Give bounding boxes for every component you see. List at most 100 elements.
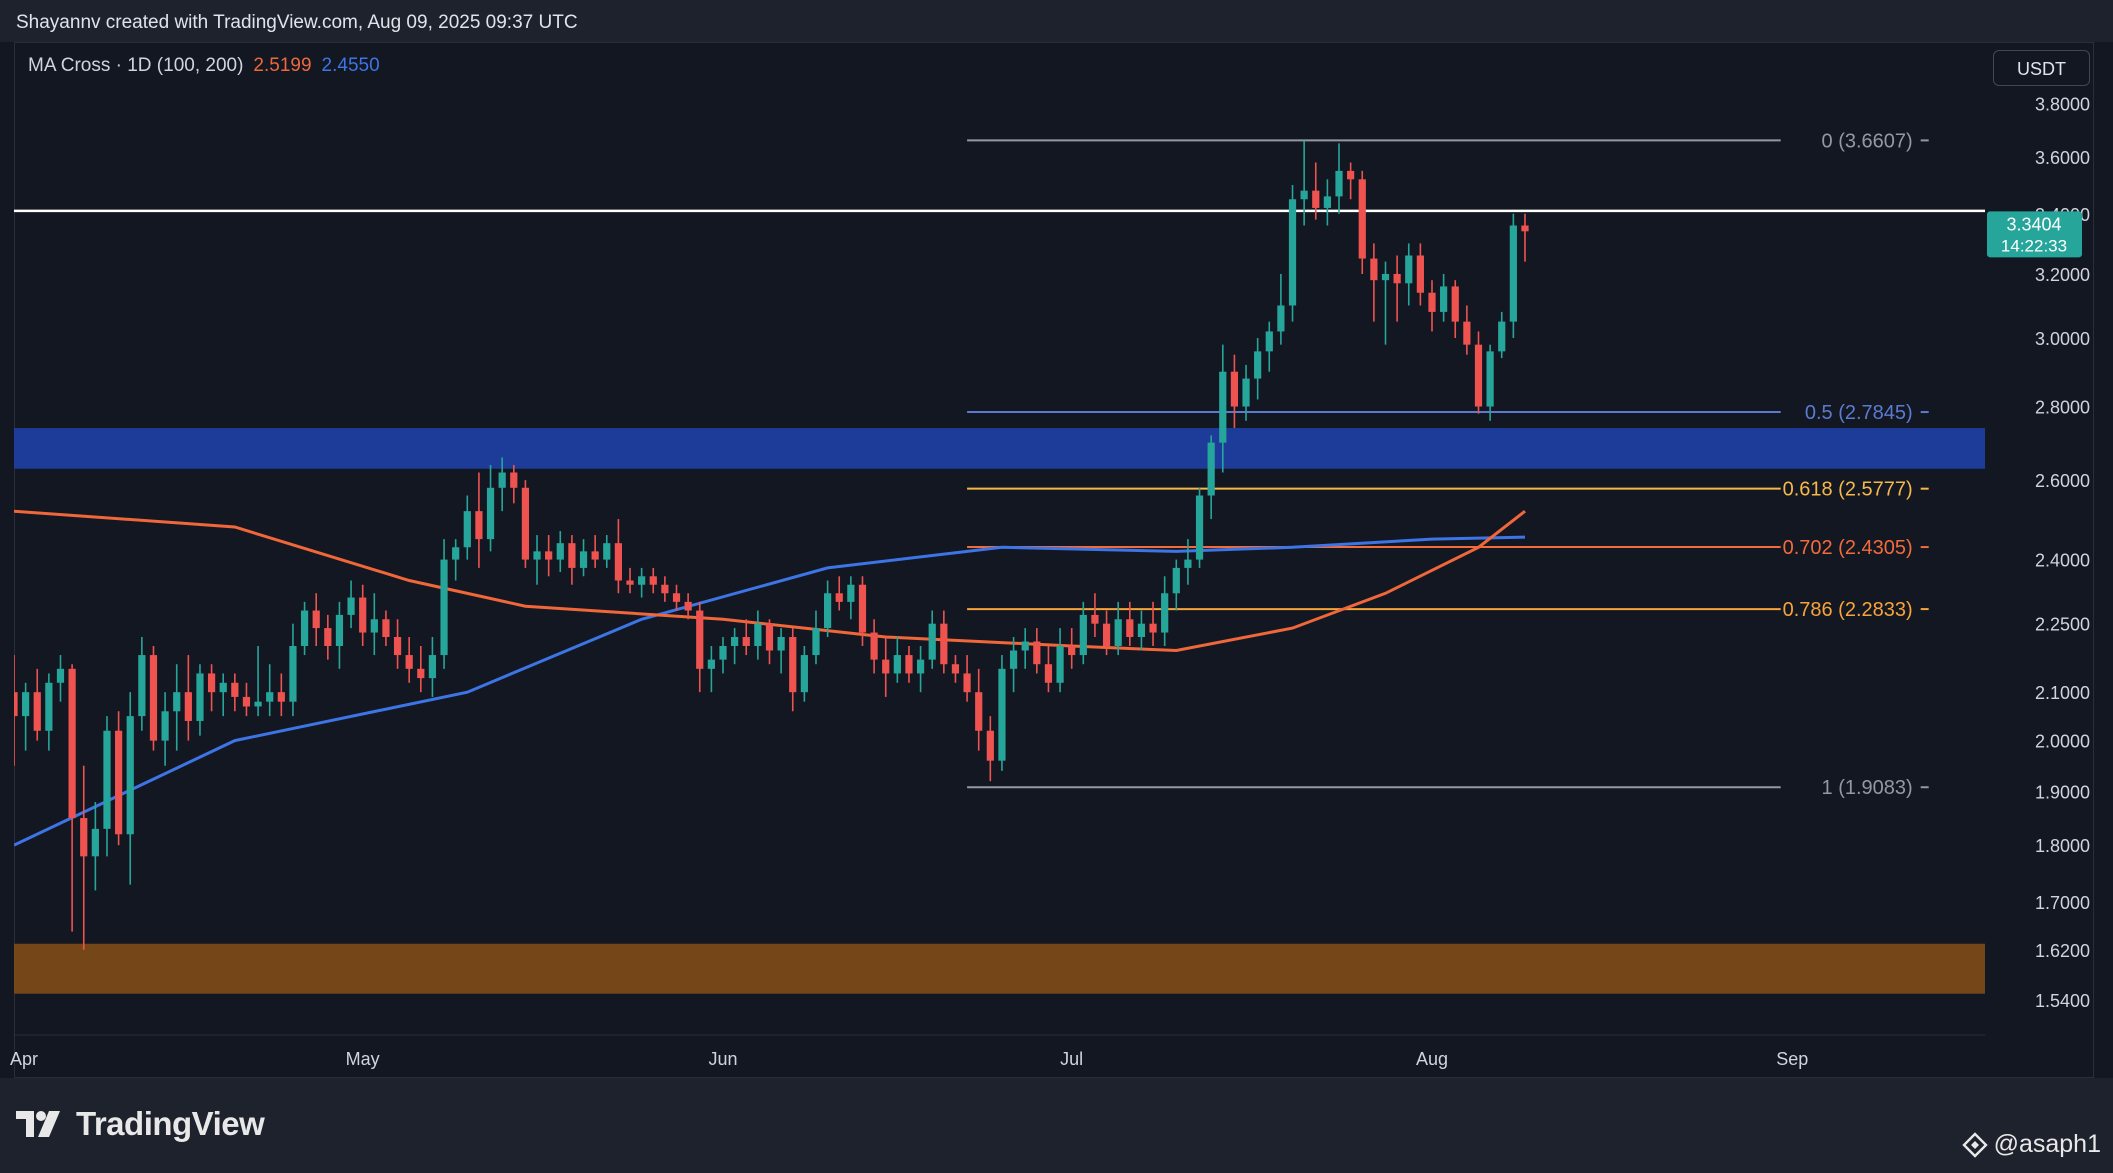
candle-body[interactable] (742, 637, 750, 646)
candle-body[interactable] (1347, 170, 1355, 180)
candle-body[interactable] (824, 593, 832, 629)
candle-body[interactable] (533, 551, 541, 560)
candle-body[interactable] (1114, 619, 1122, 646)
candle-body[interactable] (649, 576, 657, 585)
candle-body[interactable] (1161, 593, 1169, 633)
candle-body[interactable] (1184, 559, 1192, 568)
candle-body[interactable] (347, 597, 355, 615)
candle-body[interactable] (1207, 442, 1215, 496)
candle-body[interactable] (1079, 614, 1087, 656)
candle-body[interactable] (231, 682, 239, 697)
candle-body[interactable] (1195, 495, 1204, 560)
candle-body[interactable] (963, 673, 971, 693)
candle-body[interactable] (1102, 623, 1111, 646)
candle-body[interactable] (568, 543, 576, 568)
candle-body[interactable] (161, 711, 169, 741)
candle-body[interactable] (707, 659, 715, 669)
candle-body[interactable] (521, 487, 530, 560)
candle-body[interactable] (579, 551, 588, 568)
candle-body[interactable] (1474, 344, 1483, 407)
candle-body[interactable] (266, 692, 274, 702)
candle-body[interactable] (242, 696, 251, 707)
candle-body[interactable] (440, 559, 448, 656)
candle-body[interactable] (1358, 179, 1366, 259)
candle-body[interactable] (289, 645, 297, 702)
candle-body[interactable] (847, 584, 855, 602)
candle-body[interactable] (115, 730, 123, 835)
candle-body[interactable] (498, 472, 506, 488)
candle-body[interactable] (1440, 286, 1448, 312)
candle-body[interactable] (1335, 170, 1343, 197)
candle-body[interactable] (1009, 650, 1018, 669)
candle-body[interactable] (335, 614, 344, 646)
candle-body[interactable] (719, 645, 727, 660)
candle-body[interactable] (951, 664, 960, 674)
candle-body[interactable] (696, 610, 704, 669)
candle-body[interactable] (986, 730, 994, 761)
candle-body[interactable] (556, 543, 564, 560)
candle-body[interactable] (324, 628, 332, 646)
candle-body[interactable] (1521, 225, 1529, 232)
candle-body[interactable] (277, 692, 285, 702)
candle-body[interactable] (1486, 351, 1494, 407)
candle-body[interactable] (1277, 305, 1285, 332)
candle-body[interactable] (975, 692, 983, 731)
candle-body[interactable] (149, 655, 158, 741)
candle-body[interactable] (417, 668, 425, 679)
candle-body[interactable] (452, 547, 460, 560)
candle-body[interactable] (405, 655, 413, 669)
tradingview-logo[interactable]: TradingView (16, 1105, 265, 1143)
candle-body[interactable] (591, 551, 599, 560)
candle-body[interactable] (870, 632, 878, 660)
candle-body[interactable] (1509, 225, 1517, 322)
candle-body[interactable] (1265, 331, 1273, 352)
candle-body[interactable] (1300, 190, 1308, 200)
candle-body[interactable] (940, 623, 948, 665)
candle-body[interactable] (731, 637, 739, 646)
candle-body[interactable] (800, 655, 808, 693)
candle-body[interactable] (661, 584, 669, 594)
candle-body[interactable] (893, 655, 901, 674)
candle-body[interactable] (1242, 378, 1250, 407)
candle-body[interactable] (916, 659, 925, 674)
candle-body[interactable] (91, 828, 99, 857)
candle-body[interactable] (359, 597, 367, 633)
candle-body[interactable] (1463, 321, 1471, 345)
candle-body[interactable] (684, 601, 692, 611)
candle-body[interactable] (312, 610, 320, 629)
candle-body[interactable] (68, 668, 76, 819)
candle-body[interactable] (10, 692, 18, 717)
candle-body[interactable] (1137, 623, 1146, 638)
candle-body[interactable] (789, 637, 797, 693)
candle-body[interactable] (463, 511, 471, 548)
candle-body[interactable] (638, 576, 646, 585)
candle-body[interactable] (614, 543, 622, 581)
candle-body[interactable] (626, 580, 634, 585)
candle-body[interactable] (196, 673, 204, 721)
candle-body[interactable] (184, 692, 192, 721)
candle-body[interactable] (254, 701, 262, 707)
candle-body[interactable] (998, 668, 1006, 761)
candle-body[interactable] (1381, 273, 1390, 281)
candle-body[interactable] (510, 472, 518, 488)
candle-body[interactable] (486, 487, 495, 540)
candle-body[interactable] (45, 682, 53, 731)
indicator-legend[interactable]: MA Cross · 1D (100, 200) 2.5199 2.4550 (28, 55, 380, 77)
candle-body[interactable] (1498, 321, 1506, 352)
candle-body[interactable] (545, 551, 553, 560)
candle-body[interactable] (603, 543, 611, 560)
candle-body[interactable] (1428, 292, 1436, 312)
candle-body[interactable] (126, 716, 134, 835)
candle-body[interactable] (382, 619, 390, 638)
candle-body[interactable] (1254, 351, 1262, 379)
candle-body[interactable] (1323, 196, 1331, 208)
currency-button[interactable]: USDT (1993, 50, 2090, 86)
candle-body[interactable] (393, 637, 402, 656)
candle-body[interactable] (1068, 645, 1076, 656)
candle-body[interactable] (1416, 255, 1424, 293)
candle-body[interactable] (80, 818, 88, 857)
candle-body[interactable] (882, 659, 890, 674)
candle-body[interactable] (1149, 623, 1157, 633)
candle-body[interactable] (835, 593, 843, 602)
candle-body[interactable] (219, 682, 227, 693)
